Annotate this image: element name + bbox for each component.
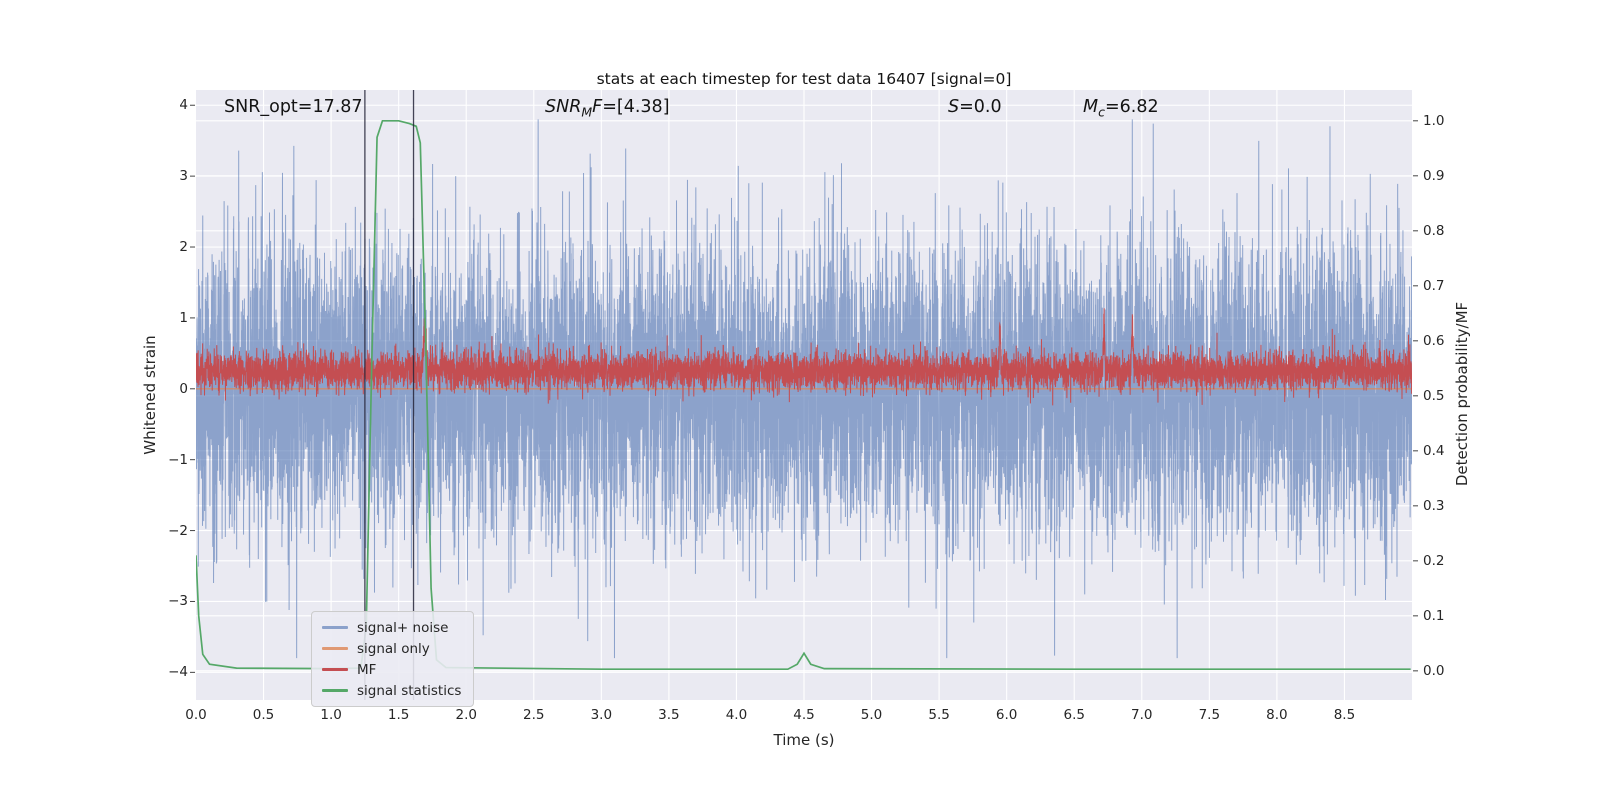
y-left-tick-label: 4 [179, 97, 188, 114]
annotation-snr-mf-rest: =[4.38] [602, 97, 670, 117]
y-left-tick-label: 3 [179, 168, 188, 185]
y-right-tick-label: 0.5 [1423, 387, 1445, 404]
x-tick-label: 7.5 [1198, 707, 1221, 723]
legend-entry: signal only [322, 640, 461, 657]
y-right-tick-label: 0.4 [1423, 442, 1445, 459]
x-tick-label: 4.5 [793, 707, 815, 723]
legend-swatch [322, 647, 348, 650]
legend-entry: MF [322, 661, 461, 678]
y-right-tick-label: 0.8 [1423, 222, 1445, 239]
legend-entry-label: signal only [357, 640, 430, 657]
x-tick-label: 1.5 [387, 707, 410, 723]
legend-entry: signal+ noise [322, 619, 461, 636]
x-tick-label: 5.0 [860, 707, 883, 723]
y-axis-label-left: Whitened strain [141, 335, 159, 455]
y-axis-label-right: Detection probability/MF [1453, 301, 1471, 487]
legend-entry-label: signal statistics [357, 682, 462, 699]
y-left-tick-label: −2 [168, 522, 188, 539]
x-tick-label: 3.5 [658, 707, 680, 723]
annotation-s: S=0.0 [948, 97, 1002, 117]
x-tick-label: 1.0 [320, 707, 342, 723]
legend-swatch [322, 668, 348, 671]
y-right-tick-label: 0.0 [1423, 662, 1445, 679]
y-left-tick-label: 1 [179, 309, 188, 326]
annotation-snr-mf: SNRMF=[4.38] [545, 97, 670, 120]
annotation-s-rest: =0.0 [959, 97, 1002, 117]
x-tick-label: 8.0 [1266, 707, 1288, 723]
x-axis-label: Time (s) [773, 731, 835, 749]
legend-swatch [322, 689, 348, 692]
x-tick-label: 6.5 [1063, 707, 1085, 723]
x-tick-label: 3.0 [590, 707, 613, 723]
annotation-snr-opt: SNR_opt=17.87 [224, 97, 363, 117]
x-tick-label: 5.5 [928, 707, 950, 723]
annotation-snr-mf-mid: F [592, 97, 603, 117]
x-tick-label: 0.0 [185, 707, 207, 723]
annotation-mc-pre: M [1083, 97, 1099, 117]
y-right-tick-label: 1.0 [1423, 112, 1445, 129]
x-tick-label: 0.5 [252, 707, 275, 723]
annotation-s-pre: S [948, 97, 960, 117]
x-tick-label: 7.0 [1131, 707, 1153, 723]
y-right-tick-label: 0.3 [1423, 497, 1445, 514]
y-right-tick-label: 0.7 [1423, 277, 1445, 294]
x-tick-label: 6.0 [995, 707, 1018, 723]
annotation-mc-sub: c [1098, 104, 1105, 120]
y-left-tick-label: 2 [179, 239, 188, 256]
y-left-tick-label: −3 [168, 593, 188, 610]
y-right-tick-label: 0.9 [1423, 167, 1445, 184]
legend: signal+ noise signal only MF signal statist… [311, 611, 475, 707]
annotation-snr-mf-pre: SNR [545, 97, 582, 117]
y-right-tick-label: 0.1 [1423, 607, 1445, 624]
chart-title: stats at each timestep for test data 164… [596, 70, 1012, 88]
annotation-mc-rest: =6.82 [1104, 97, 1159, 117]
legend-entry: signal statistics [322, 682, 461, 699]
y-left-tick-label: −1 [168, 451, 188, 468]
x-tick-label: 2.5 [523, 707, 545, 723]
x-tick-label: 8.5 [1333, 707, 1356, 723]
y-right-tick-label: 0.6 [1423, 332, 1445, 349]
y-left-tick-label: 0 [179, 380, 188, 397]
x-tick-label: 4.0 [725, 707, 748, 723]
legend-swatch [322, 626, 348, 629]
annotation-mc: Mc=6.82 [1083, 97, 1159, 120]
annotation-snr-mf-sub: M [581, 104, 593, 120]
legend-entry-label: MF [357, 661, 377, 678]
y-left-tick-label: −4 [168, 664, 188, 681]
legend-entry-label: signal+ noise [357, 619, 449, 636]
y-right-tick-label: 0.2 [1423, 552, 1445, 569]
x-tick-label: 2.0 [455, 707, 477, 723]
